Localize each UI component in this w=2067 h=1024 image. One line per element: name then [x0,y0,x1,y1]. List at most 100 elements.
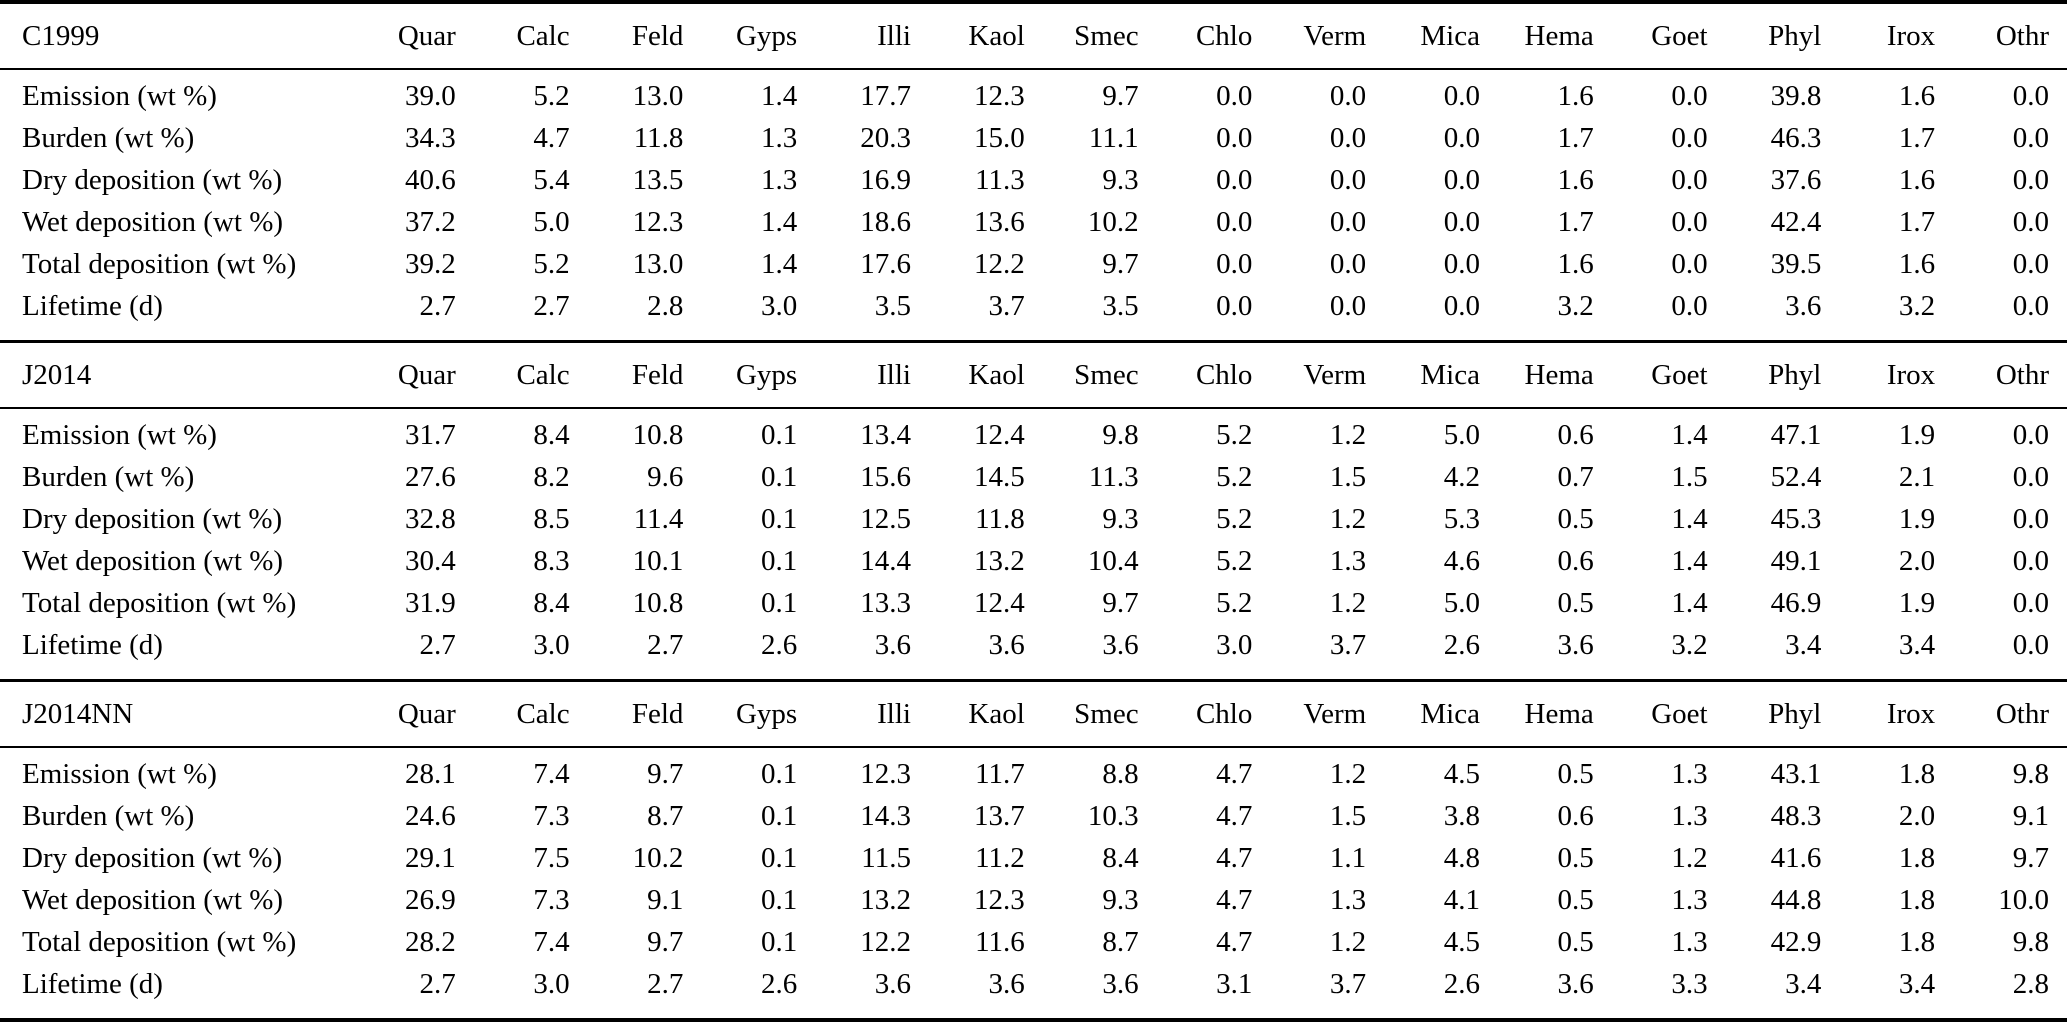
value-cell: 44.8 [1770,883,1822,916]
value-cell: 2.7 [419,967,456,1000]
value-cell: 3.2 [1898,289,1936,322]
value-cell: 0.0 [1443,79,1480,112]
section-header-row: J2014 Quar Calc Feld Gyps Illi Kaol Smec Chlo Ver… [0,340,2067,409]
row-label: Emission (wt %) [22,418,217,451]
value-cell: 12.3 [974,883,1025,916]
value-cell: 4.7 [1216,883,1253,916]
value-cell: 7.4 [533,925,570,958]
value-cell: 1.9 [1898,502,1936,535]
value-cell: 52.4 [1770,460,1822,493]
section-title: J2014 [0,340,360,409]
value-cell: 1.8 [1898,841,1936,874]
table-row: Wet deposition (wt %) 37.2 5.0 12.3 1.4 18.6 1… [0,201,2067,243]
value-cell: 8.7 [647,799,684,832]
value-cell: 0.1 [760,544,798,577]
value-cell: 0.1 [760,418,798,451]
value-cell: 0.0 [1443,163,1480,196]
value-cell: 17.6 [860,247,911,280]
value-cell: 1.6 [1557,163,1594,196]
row-label: Wet deposition (wt %) [22,883,284,916]
value-cell: 4.6 [1443,544,1480,577]
value-cell: 10.1 [632,544,684,577]
value-cell: 13.3 [860,586,911,619]
row-label: Total deposition (wt %) [22,586,297,619]
value-cell: 5.0 [533,205,570,238]
table-row: Burden (wt %) 24.6 7.3 8.7 0.1 14.3 13.7 10.3 4.… [0,795,2067,837]
value-cell: 2.0 [1898,799,1936,832]
value-cell: 13.0 [632,247,684,280]
value-cell: 0.0 [1329,79,1367,112]
value-cell: 15.0 [974,121,1025,154]
value-cell: 1.3 [1671,757,1708,790]
table-row: Total deposition (wt %) 31.9 8.4 10.8 0.1 13.… [0,582,2067,624]
value-cell: 3.2 [1671,628,1708,661]
value-cell: 1.4 [1671,586,1708,619]
value-cell: 9.7 [647,757,684,790]
row-label: Lifetime (d) [22,289,163,322]
value-cell: 3.6 [874,967,911,1000]
value-cell: 8.3 [533,544,570,577]
row-label: Dry deposition (wt %) [22,163,283,196]
table-row: Emission (wt %) 31.7 8.4 10.8 0.1 13.4 12.4 9.8… [0,408,2067,456]
value-cell: 15.6 [860,460,911,493]
value-cell: 10.4 [1087,544,1139,577]
value-cell: 3.4 [1785,967,1822,1000]
value-cell: 12.3 [860,757,911,790]
value-cell: 0.0 [1671,205,1708,238]
value-cell: 0.0 [2012,289,2049,322]
value-cell: 3.4 [1898,967,1936,1000]
value-cell: 9.8 [2012,925,2049,958]
value-cell: 16.9 [860,163,911,196]
row-label: Emission (wt %) [22,79,217,112]
value-cell: 1.6 [1898,163,1936,196]
value-cell: 3.3 [1671,967,1708,1000]
value-cell: 0.0 [2012,502,2049,535]
value-cell: 1.5 [1671,460,1708,493]
value-cell: 1.8 [1898,925,1936,958]
value-cell: 0.0 [2012,247,2049,280]
value-cell: 0.1 [760,799,798,832]
value-cell: 10.0 [1998,883,2049,916]
column-header-irox: Irox [1839,340,1954,409]
value-cell: 0.1 [760,502,798,535]
column-header-gyps: Gyps [701,679,816,748]
column-header-goet: Goet [1611,2,1726,70]
value-cell: 0.0 [1216,163,1253,196]
column-header-hema: Hema [1497,2,1612,70]
column-header-mica: Mica [1384,340,1498,409]
column-header-verm: Verm [1270,340,1385,409]
value-cell: 1.3 [1671,883,1708,916]
value-cell: 1.4 [1671,544,1708,577]
row-label: Wet deposition (wt %) [22,205,284,238]
value-cell: 1.6 [1557,247,1594,280]
value-cell: 46.9 [1770,586,1822,619]
value-cell: 4.7 [1216,925,1253,958]
value-cell: 0.0 [1329,121,1367,154]
value-cell: 0.5 [1557,841,1594,874]
value-cell: 11.6 [975,925,1025,958]
column-header-feld: Feld [587,2,702,70]
value-cell: 3.1 [1216,967,1253,1000]
value-cell: 0.0 [1443,121,1480,154]
value-cell: 46.3 [1770,121,1822,154]
value-cell: 5.2 [533,247,570,280]
value-cell: 1.3 [760,121,798,154]
value-cell: 1.3 [1329,883,1367,916]
value-cell: 0.0 [1671,247,1708,280]
value-cell: 8.4 [1102,841,1139,874]
table-row: Burden (wt %) 27.6 8.2 9.6 0.1 15.6 14.5 11.3 5.… [0,456,2067,498]
value-cell: 3.7 [1329,967,1367,1000]
column-header-phyl: Phyl [1725,340,1840,409]
value-cell: 0.0 [1671,289,1708,322]
value-cell: 40.6 [405,163,456,196]
column-header-verm: Verm [1270,2,1385,70]
value-cell: 11.8 [633,121,684,154]
section-title: C1999 [0,2,360,70]
value-cell: 0.0 [2012,163,2049,196]
table-row: Lifetime (d) 2.7 3.0 2.7 2.6 3.6 3.6 3.6 3.1 3.7 2… [0,963,2067,1020]
value-cell: 1.6 [1898,247,1936,280]
value-cell: 0.0 [1671,121,1708,154]
value-cell: 12.2 [974,247,1025,280]
value-cell: 48.3 [1770,799,1822,832]
value-cell: 2.6 [1443,967,1480,1000]
